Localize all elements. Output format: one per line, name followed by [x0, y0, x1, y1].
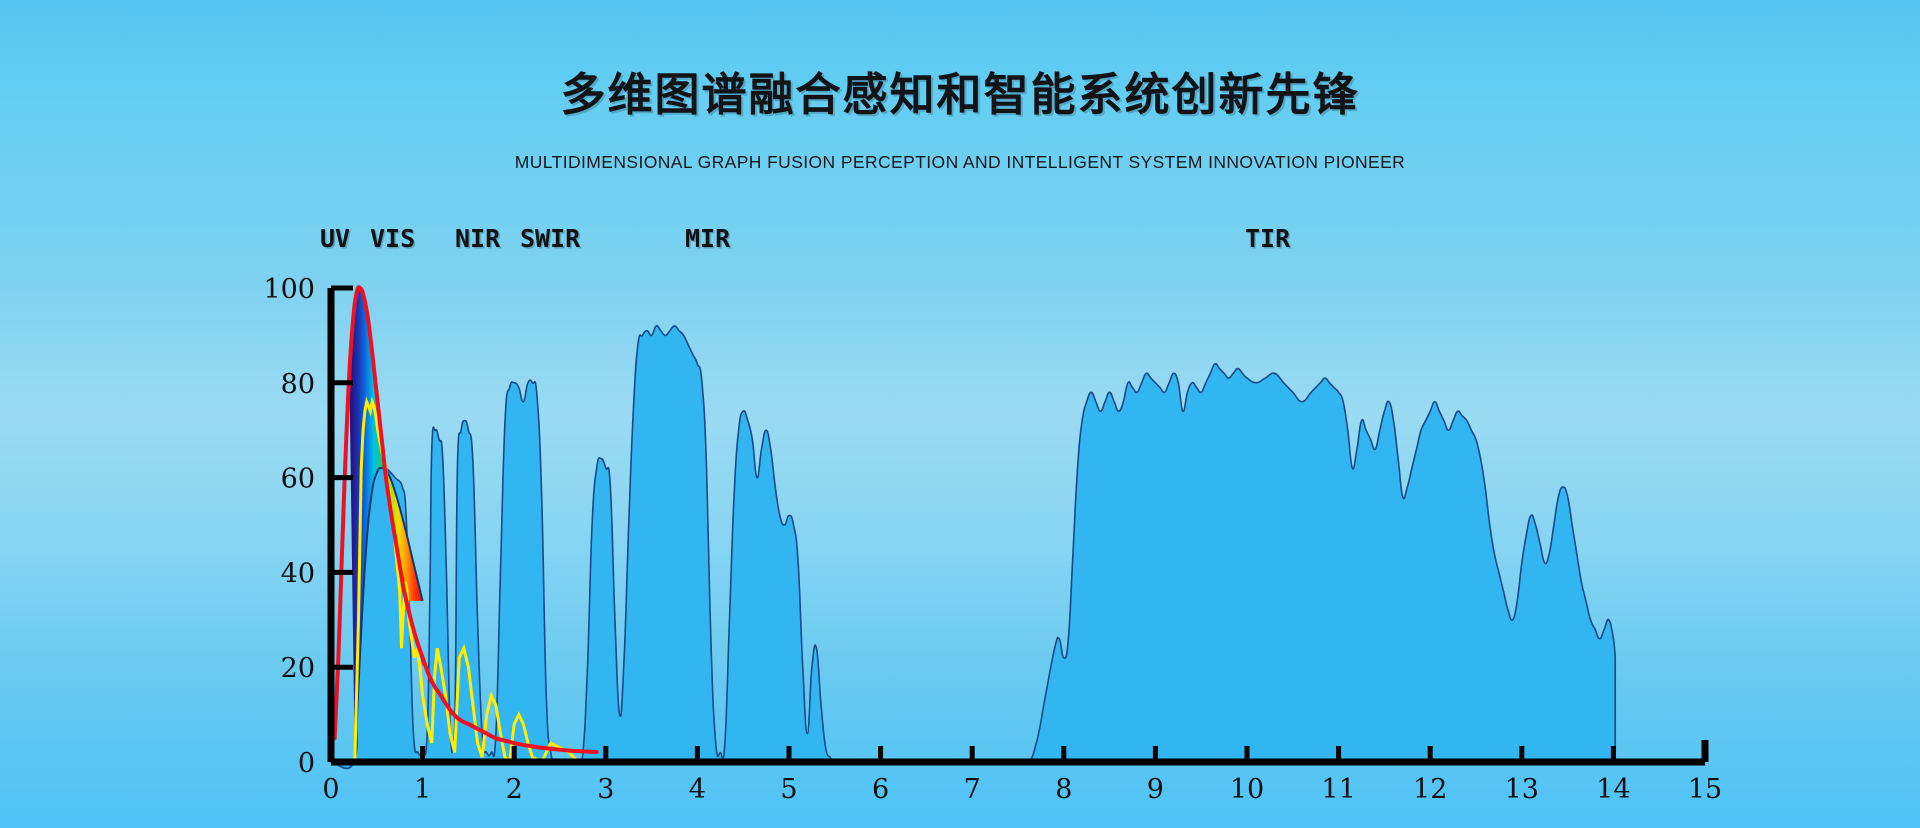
- x-tick-label: 8: [1055, 774, 1072, 805]
- x-tick-label: 1: [414, 774, 431, 805]
- series-blackbody-envelope: [332, 285, 599, 755]
- page-title: 多维图谱融合感知和智能系统创新先锋: [560, 68, 1360, 121]
- x-tick-label: 6: [872, 774, 889, 805]
- band-label-tir: TIR: [1245, 224, 1291, 253]
- band-label-mir: MIR: [685, 224, 731, 253]
- y-tick-label: 80: [281, 369, 315, 400]
- y-tick-label: 60: [281, 464, 315, 495]
- y-tick-label: 20: [281, 653, 315, 684]
- x-tick-label: 3: [597, 774, 614, 805]
- x-tick-label: 2: [506, 774, 523, 805]
- y-tick-label: 40: [281, 558, 315, 589]
- band-label-nir: NIR: [455, 224, 501, 253]
- x-tick-label: 0: [322, 774, 339, 805]
- series-atmospheric-transmission: [330, 324, 1617, 770]
- x-tick-label: 4: [689, 774, 706, 805]
- page-subtitle: MULTIDIMENSIONAL GRAPH FUSION PERCEPTION…: [514, 152, 1406, 172]
- y-tick-label: 0: [298, 748, 315, 779]
- series-ground-baseline: [353, 466, 424, 763]
- x-tick-label: 7: [964, 774, 981, 805]
- x-tick-label: 15: [1688, 774, 1722, 805]
- band-label-vis: VIS: [370, 224, 416, 253]
- band-label-uv: UV: [320, 224, 351, 253]
- y-tick-label: 100: [263, 274, 315, 305]
- x-tick-label: 10: [1230, 774, 1264, 805]
- x-tick-label: 5: [780, 774, 797, 805]
- x-tick-label: 11: [1321, 774, 1355, 805]
- band-label-swir: SWIR: [520, 224, 581, 253]
- x-tick-label: 13: [1505, 774, 1539, 805]
- x-tick-label: 12: [1413, 774, 1447, 805]
- axes: [327, 285, 1709, 766]
- x-tick-label: 9: [1147, 774, 1164, 805]
- x-tick-label: 14: [1596, 774, 1630, 805]
